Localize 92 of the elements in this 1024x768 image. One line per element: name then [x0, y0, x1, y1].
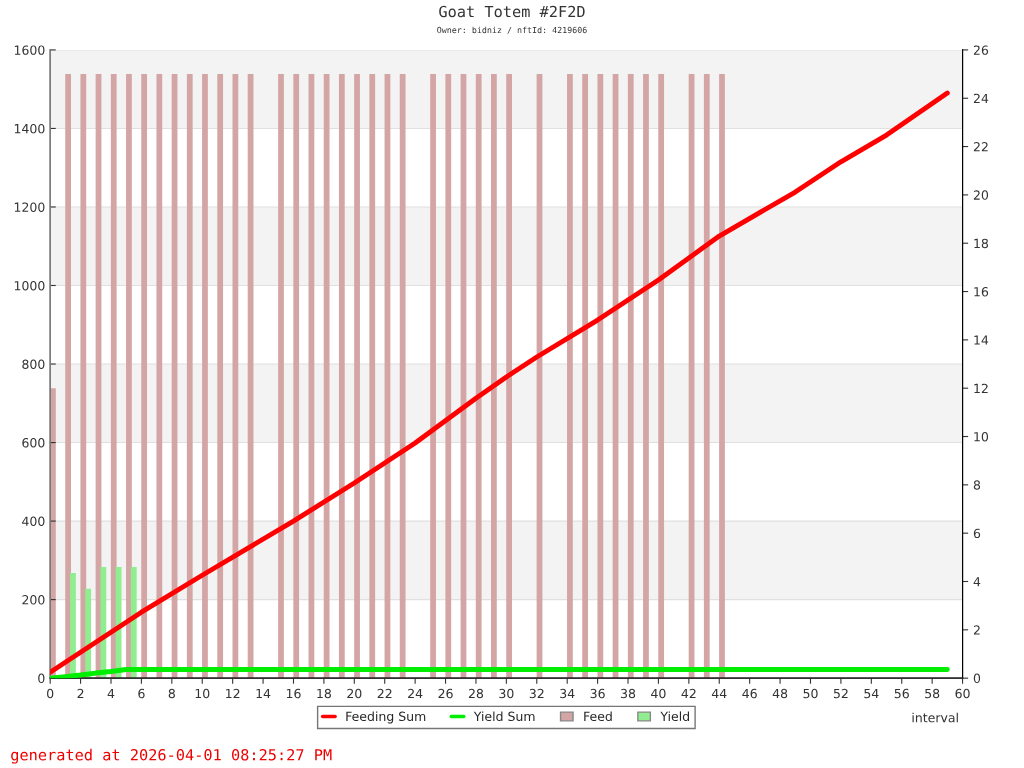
x-tick-label: 56 [894, 688, 909, 699]
bar [130, 567, 137, 679]
y2-tick-label: 8 [973, 480, 981, 490]
x-tick-label: 8 [168, 688, 175, 699]
text: generated at 2026-04-01 08:25:27 PM [11, 748, 332, 764]
bar [278, 74, 284, 679]
x-tick-label: 24 [408, 688, 423, 699]
bar [354, 74, 360, 679]
bar [491, 74, 497, 679]
bar [126, 74, 132, 679]
y2-tick-label: 4 [973, 577, 981, 587]
y-tick-label: 1600 [14, 45, 45, 55]
x-tick-label: 26 [438, 688, 453, 699]
line-series [50, 667, 950, 679]
bar [703, 74, 710, 679]
bar [399, 74, 406, 679]
x-tick-label: 28 [468, 688, 484, 699]
y-tick-label: 1200 [14, 202, 45, 212]
y-tick-label: 0 [38, 673, 45, 684]
bar [293, 74, 300, 679]
y2-tick-label: 2 [973, 625, 980, 635]
bar [338, 74, 345, 679]
bar [202, 74, 208, 679]
bar [323, 74, 330, 679]
line-series [50, 90, 950, 675]
y2-tick-label: 26 [973, 45, 989, 55]
y-tick-label: 1000 [14, 280, 45, 291]
y2-tick-label: 24 [973, 93, 989, 103]
x-tick-label: 12 [226, 688, 240, 699]
bar [186, 74, 193, 679]
x-tick-label: 40 [651, 688, 666, 699]
y2-tick-label: 22 [973, 142, 988, 152]
y2-tick-label: 16 [974, 287, 989, 297]
x-tick-label: 46 [742, 688, 757, 699]
x-tick-label: 54 [864, 688, 879, 699]
bar [369, 74, 376, 679]
y-tick-label: 800 [22, 359, 45, 369]
bar [445, 74, 452, 679]
y2-tick-label: 12 [974, 383, 988, 393]
bar [643, 74, 649, 679]
x-tick-label: 52 [833, 688, 848, 699]
x-tick-label: 22 [377, 688, 392, 699]
y-tick-label: 400 [22, 516, 45, 527]
legend-label: Feeding Sum [346, 711, 426, 724]
x-axis-title: interval [912, 712, 958, 723]
bar [597, 74, 604, 679]
y-tick-label: 1400 [14, 123, 45, 134]
x-tick-label: 18 [317, 688, 331, 699]
x-tick-label: 0 [47, 688, 54, 699]
bar [217, 74, 224, 679]
bar [430, 74, 436, 679]
x-tick-label: 38 [621, 688, 636, 699]
x-tick-label: 44 [711, 688, 727, 699]
x-tick-label: 16 [286, 688, 301, 699]
x-tick-label: 58 [925, 688, 940, 699]
x-tick-label: 36 [590, 688, 605, 699]
bar [110, 74, 117, 679]
x-tick-label: 42 [681, 688, 696, 699]
x-tick-label: 32 [529, 688, 544, 699]
bar [141, 74, 148, 679]
bar [719, 74, 725, 679]
x-tick-label: 34 [560, 688, 575, 699]
bar [582, 74, 589, 679]
x-tick-label: 14 [256, 688, 271, 699]
bar [627, 74, 634, 679]
y2-tick-label: 0 [973, 673, 981, 684]
x-tick-label: 10 [195, 688, 210, 699]
y-tick-label: 600 [22, 438, 45, 448]
legend-label: Yield Sum [473, 711, 535, 722]
x-tick-label: 20 [347, 688, 362, 699]
x-tick-label: 2 [77, 688, 84, 699]
bar [156, 74, 163, 679]
y2-tick-label: 20 [973, 190, 989, 200]
x-tick-label: 60 [955, 688, 970, 699]
x-tick-label: 4 [107, 688, 115, 699]
legend-label: Feed [584, 711, 612, 722]
chart-subtitle: Owner: bidniz / nftId: 4219606 [437, 26, 587, 34]
x-tick-label: 6 [138, 688, 145, 699]
x-tick-label: 30 [499, 688, 514, 699]
y2-tick-label: 14 [974, 335, 989, 345]
bar [658, 74, 665, 679]
bar [567, 74, 573, 679]
y-tick-label: 200 [22, 595, 45, 605]
chart-title: Goat Totem #2F2D [439, 5, 585, 18]
x-tick-label: 50 [803, 688, 818, 699]
bar [506, 74, 512, 679]
legend-label: Yield [660, 711, 689, 722]
y2-tick-label: 6 [973, 528, 981, 539]
y2-tick-label: 10 [974, 431, 989, 442]
x-tick-label: 48 [772, 688, 788, 699]
bar [475, 74, 482, 679]
y2-tick-label: 18 [974, 238, 989, 249]
